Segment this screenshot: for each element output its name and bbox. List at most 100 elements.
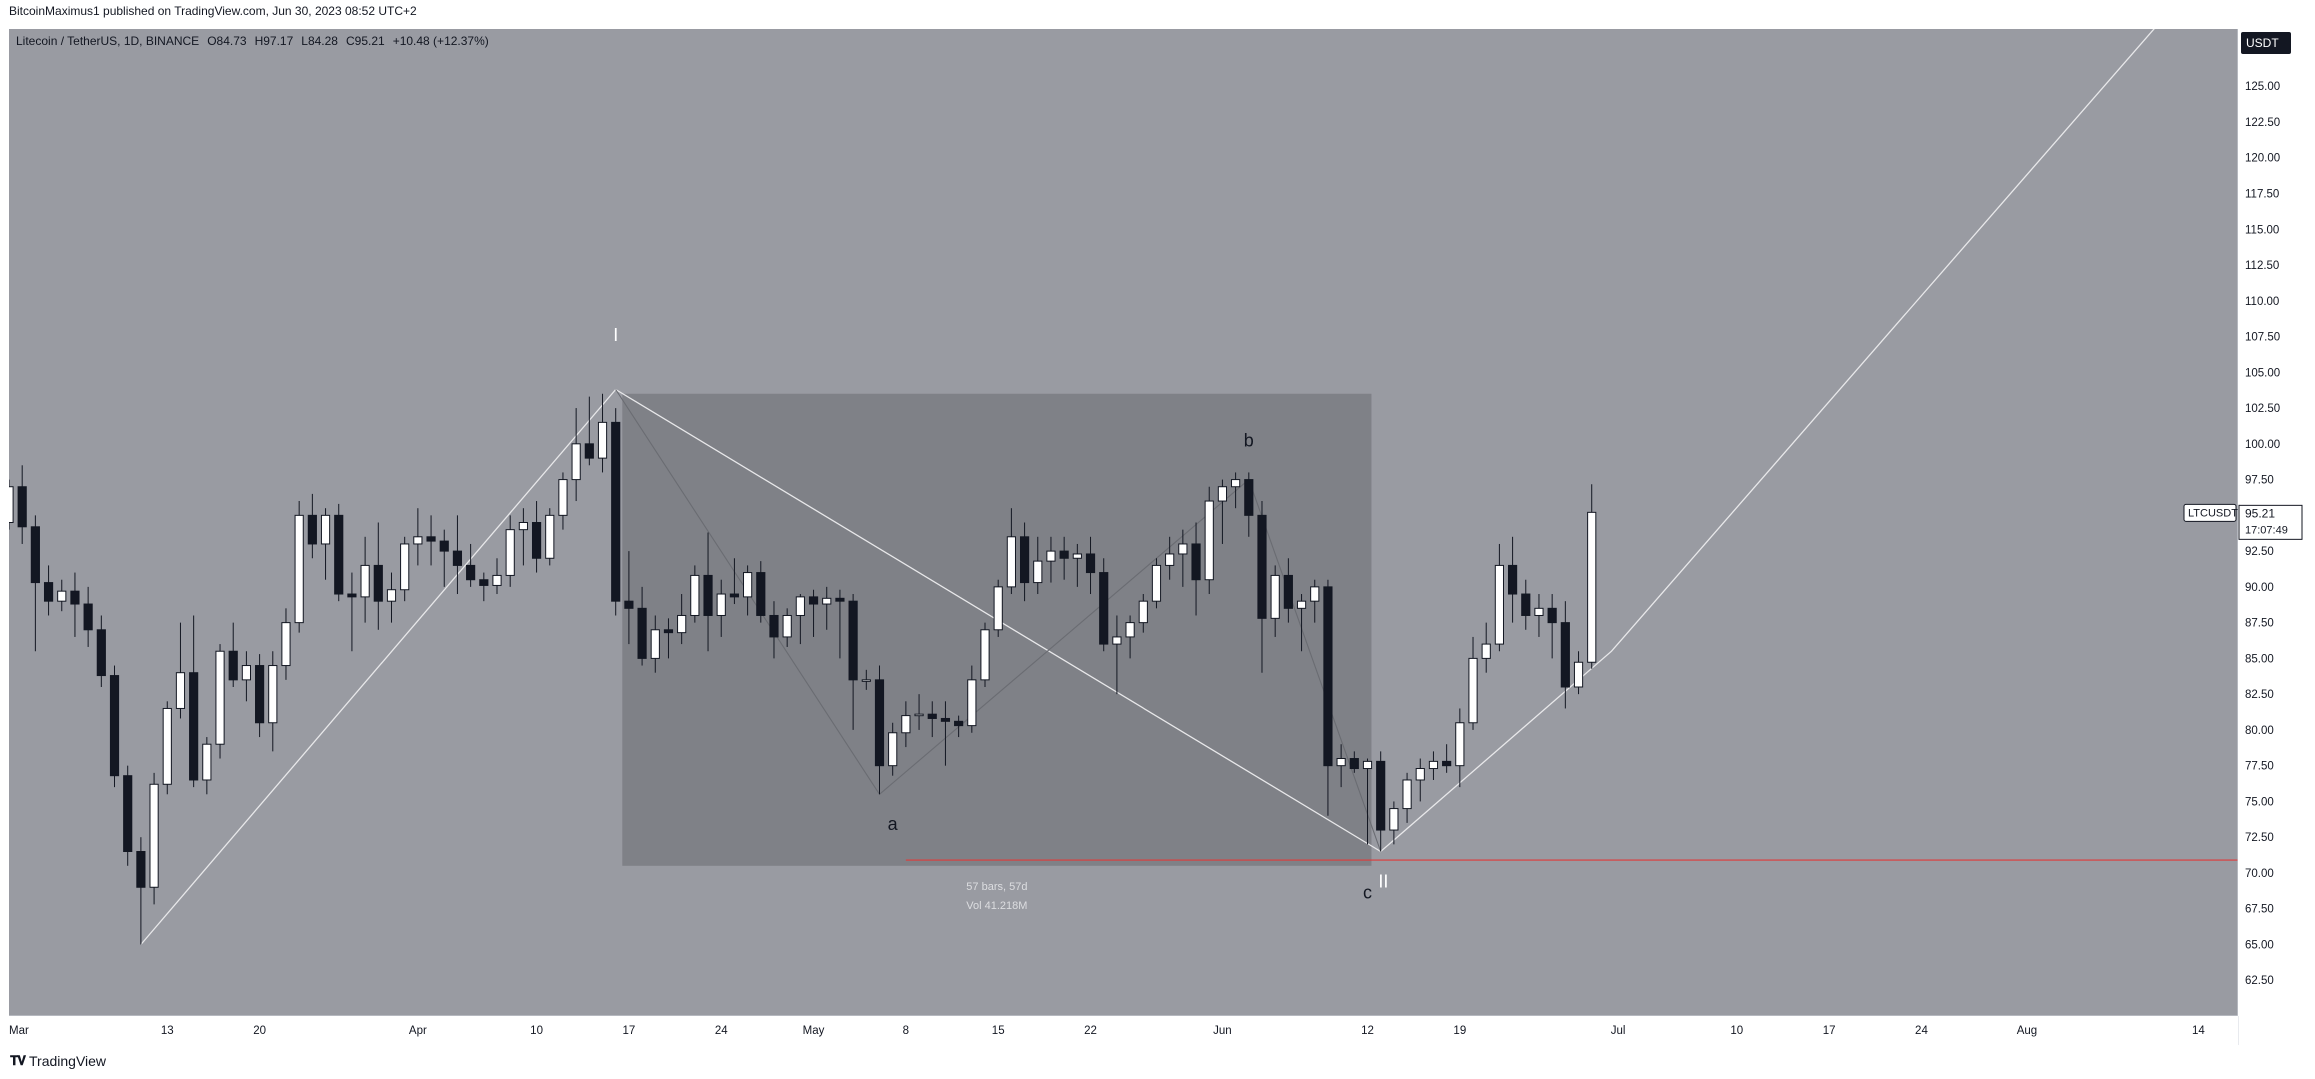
x-tick-label: Apr [409, 1025, 427, 1037]
footer-brand[interactable]: TradingView [29, 1053, 107, 1069]
candle [808, 589, 819, 637]
candle [861, 669, 871, 690]
candle-body [1178, 543, 1188, 555]
ticker-badge [2183, 503, 2237, 522]
candle-body [268, 665, 278, 724]
candle [70, 572, 80, 637]
candle [993, 579, 1003, 637]
last-price-badge: LTCUSDT 95.21 17:07:49 [2183, 503, 2303, 540]
candle-body [1085, 553, 1096, 574]
candle [940, 701, 951, 766]
price-chart[interactable]: Ib a c II 62.50 65.00 67.50 70.00 72.50 75.00 77.… [4, 0, 2304, 1045]
candle [1191, 522, 1201, 616]
x-tick-label: 17 [623, 1025, 636, 1037]
candle-body [1310, 586, 1320, 602]
x-tick-label: 10 [530, 1025, 543, 1037]
candle-body [1204, 500, 1214, 581]
candle-body [874, 679, 885, 767]
currency-badge[interactable] [2241, 32, 2291, 54]
candle-body [927, 713, 937, 719]
x-tick-label: 13 [161, 1025, 174, 1037]
candle [1165, 536, 1175, 580]
candle [4, 479, 14, 530]
candle [729, 558, 740, 605]
candle-body [281, 622, 291, 667]
candle-body [294, 514, 304, 624]
candle-body [1138, 600, 1148, 624]
candle-body [1283, 574, 1293, 609]
candle-body [861, 679, 871, 682]
x-tick-label: Mar [9, 1025, 29, 1037]
candle [1468, 636, 1478, 730]
candle-body [386, 589, 397, 602]
time-axis[interactable] [9, 1016, 2238, 1045]
candle [518, 508, 528, 566]
x-tick-label: 12 [1361, 1025, 1374, 1037]
candle-body [611, 421, 621, 602]
candle-body [413, 536, 423, 545]
candle-body [400, 543, 410, 591]
candle-body [531, 522, 542, 559]
candle-body [1033, 560, 1043, 584]
candle [1455, 708, 1465, 788]
y-tick-label: 107.50 [2245, 332, 2280, 344]
candle-body [1046, 550, 1056, 562]
x-tick-label: 20 [253, 1025, 266, 1037]
x-tick-label: 19 [1453, 1025, 1466, 1037]
candle-body [1534, 607, 1544, 616]
candle-body [1560, 622, 1570, 688]
tradingview-logo-icon[interactable]: 𝐓𝐕 [10, 1053, 26, 1068]
candle-body [83, 603, 93, 631]
candle-body [136, 851, 146, 888]
candle-body [505, 529, 515, 576]
candle-body [848, 600, 858, 681]
candle-body [175, 672, 186, 709]
candle-body [149, 783, 159, 888]
candle [281, 608, 291, 680]
candle-body [1336, 758, 1346, 767]
candle [1547, 594, 1557, 659]
candle [439, 529, 449, 587]
candle [545, 508, 555, 566]
candle [162, 701, 172, 795]
y-axis-labels: 62.50 65.00 67.50 70.00 72.50 75.00 77.50 80.00… [2245, 81, 2280, 987]
candle-body [1217, 486, 1228, 502]
candle-body [1099, 572, 1109, 645]
wave-one-line [140, 389, 617, 945]
wave-label: a [888, 814, 899, 834]
x-axis-labels: Mar 13 20 Apr 10 17 24 May 8 15 22 Jun 12 19 Jul 10 17 24… [9, 1025, 2205, 1037]
candle [756, 561, 766, 623]
candle [597, 393, 608, 473]
candle-body [43, 582, 54, 602]
candle-body [888, 732, 898, 767]
wave-label: b [1244, 431, 1254, 451]
annotations-layer: Ib a c II [613, 325, 1388, 903]
candle [452, 515, 463, 595]
candle-body [1323, 586, 1333, 767]
candle-body [17, 486, 27, 528]
candle-body [584, 443, 594, 459]
candle [1019, 522, 1030, 602]
candle [294, 501, 304, 633]
x-tick-label: Jul [1611, 1025, 1626, 1037]
candle [57, 579, 67, 612]
candle [901, 701, 911, 748]
candle [914, 694, 924, 730]
change-value: +10.48 (+12.37%) [393, 34, 489, 48]
wave-label: c [1363, 883, 1372, 903]
candle [1085, 536, 1096, 595]
candle-body [545, 514, 555, 559]
symbol-legend: Litecoin / TetherUS, 1D, BINANCE O84.73 H9… [16, 34, 489, 48]
candle-body [109, 675, 120, 777]
candle-body [1415, 768, 1425, 781]
candle [1099, 558, 1109, 652]
candle [571, 408, 581, 502]
y-tick-label: 117.50 [2245, 189, 2279, 201]
y-tick-label: 75.00 [2245, 796, 2274, 808]
candle [1296, 594, 1307, 652]
candle [611, 408, 621, 616]
y-tick-label: 90.00 [2245, 582, 2274, 594]
candle-body [677, 614, 687, 634]
candle [967, 665, 977, 733]
